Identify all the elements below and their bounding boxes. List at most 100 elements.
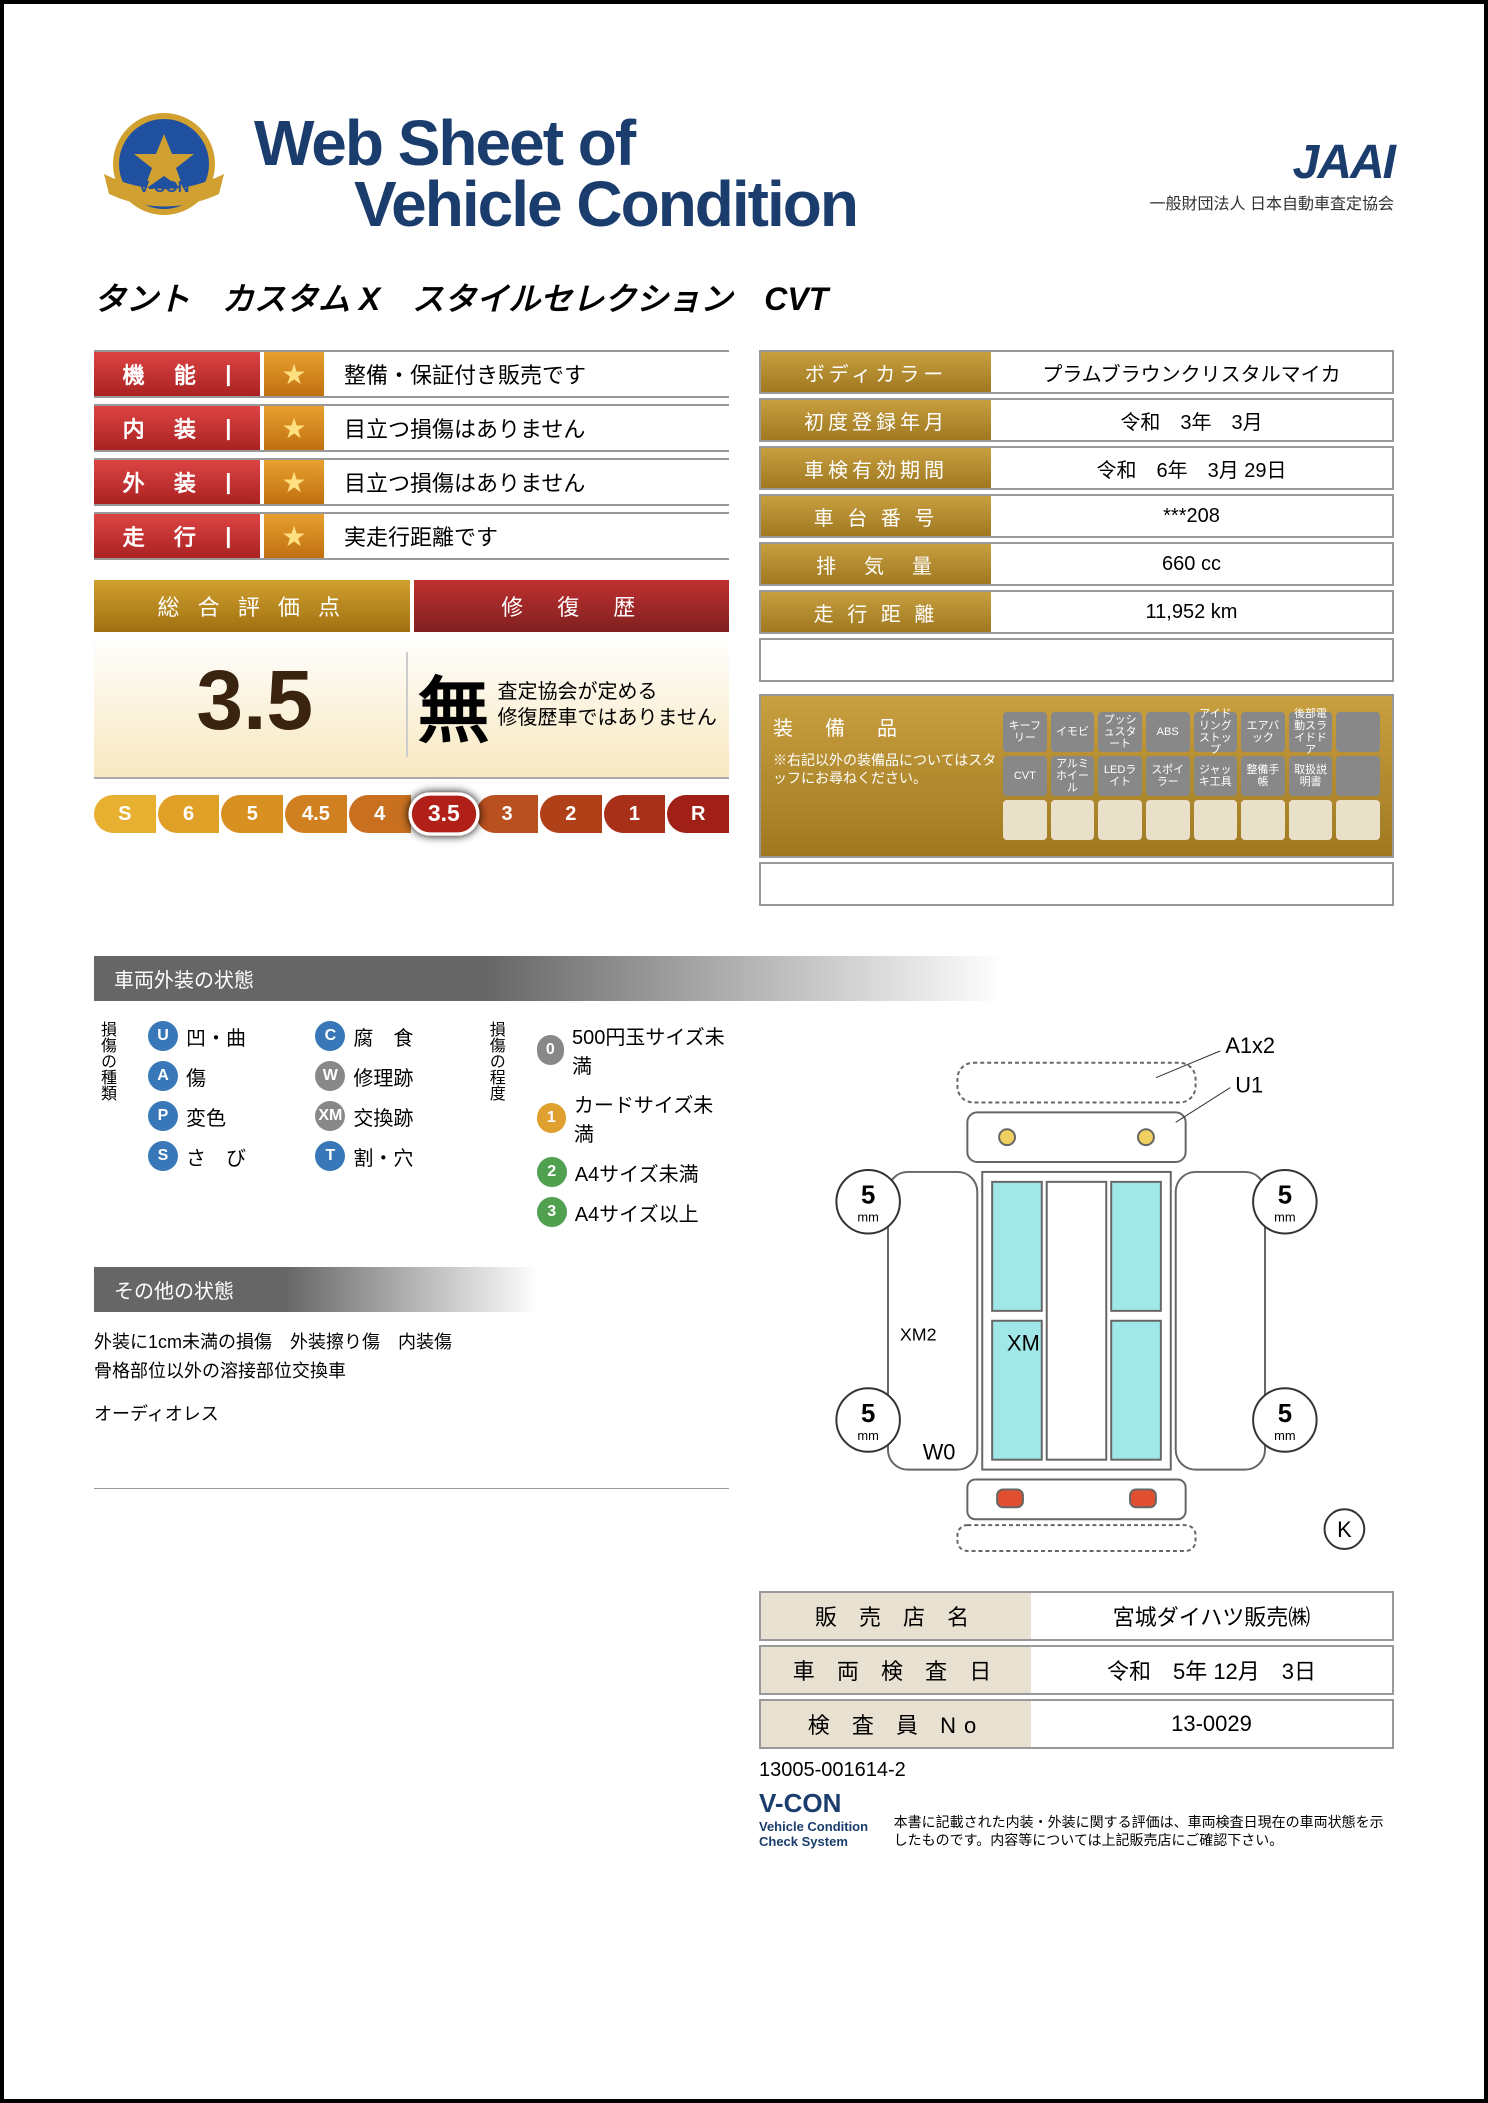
wheel-icon: 5 mm — [836, 1170, 900, 1234]
legend-text: A4サイズ未満 — [575, 1158, 699, 1187]
exterior-section-header: 車両外装の状態 — [94, 956, 1394, 1001]
equipment-chip: プッシュスタート — [1098, 712, 1142, 752]
wheel-icon: 5 mm — [1253, 1170, 1317, 1234]
footer-row: 車 両 検 査 日 令和 5年 12月 3日 — [759, 1645, 1394, 1695]
equipment-chip-blank — [1241, 800, 1285, 840]
rating-text: 目立つ損傷はありません — [324, 412, 729, 444]
equipment-chip-blank — [1336, 800, 1380, 840]
svg-text:5: 5 — [861, 1182, 875, 1210]
scale-bubble: 1 — [604, 795, 666, 833]
legend-badge: XM — [315, 1101, 345, 1131]
disclaimer: 本書に記載された内装・外装に関する評価は、車両検査日現在の車両状態を示したもので… — [894, 1813, 1394, 1849]
doc-id: 13005-001614-2 — [759, 1759, 1394, 1782]
equipment-chip-blank — [1194, 800, 1238, 840]
equipment-chip — [1336, 756, 1380, 796]
rating-label: 機能| — [94, 352, 264, 396]
page: V-CON Web Sheet of Vehicle Condition JAA… — [0, 0, 1488, 2103]
spec-label: 車検有効期間 — [761, 448, 991, 488]
legend-badge: 2 — [537, 1157, 567, 1187]
legend-item: S さ び — [148, 1141, 285, 1171]
footer-value: 13-0029 — [1031, 1701, 1392, 1747]
equipment-chip: スポイラー — [1146, 756, 1190, 796]
footer-value: 令和 5年 12月 3日 — [1031, 1647, 1392, 1693]
scale-bubble: 6 — [158, 795, 220, 833]
equipment-chip: 後部電動スライドドア — [1289, 712, 1333, 752]
legend-badge: T — [315, 1141, 345, 1171]
spec-label: 排 気 量 — [761, 544, 991, 584]
svg-text:XM: XM — [1007, 1331, 1040, 1356]
svg-text:5: 5 — [1278, 1182, 1292, 1210]
equipment-chip: 取扱説明書 — [1289, 756, 1333, 796]
footer-value: 宮城ダイハツ販売㈱ — [1031, 1593, 1392, 1639]
spec-row: 車検有効期間 令和 6年 3月 29日 — [759, 446, 1394, 490]
svg-text:5: 5 — [861, 1400, 875, 1428]
spec-value: ***208 — [991, 496, 1392, 536]
jaai-text: JAAI — [1150, 135, 1394, 190]
scale-bubble: 5 — [221, 795, 283, 833]
vehicle-name: タント カスタム X スタイルセレクション CVT — [94, 274, 1394, 320]
equipment-chip: アイドリングストップ — [1194, 712, 1238, 752]
legend-text: 凹・曲 — [186, 1022, 246, 1051]
svg-text:mm: mm — [857, 1428, 878, 1443]
rating-row: 走行| ★ 実走行距離です — [94, 512, 729, 560]
spec-label: 車 台 番 号 — [761, 496, 991, 536]
eval-header: 総 合 評 価 点 修 復 歴 — [94, 580, 729, 632]
title-block: Web Sheet of Vehicle Condition — [254, 113, 1130, 235]
star-icon: ★ — [264, 460, 324, 504]
footer-row: 販 売 店 名 宮城ダイハツ販売㈱ — [759, 1591, 1394, 1641]
rating-row: 内装| ★ 目立つ損傷はありません — [94, 404, 729, 452]
legend-text: 修理跡 — [353, 1062, 413, 1091]
scale-bubble: 4.5 — [285, 795, 347, 833]
equipment-chip-blank — [1051, 800, 1095, 840]
rating-label: 内装| — [94, 406, 264, 450]
repair-history: 無 査定協会が定める 修復歴車ではありません — [406, 652, 720, 757]
legend-badge: 0 — [537, 1035, 564, 1065]
vcon-mark: V-CON — [759, 1788, 874, 1819]
legend-degree-title: 損傷の程度 — [483, 1021, 507, 1237]
equipment-chip-blank — [1146, 800, 1190, 840]
legend-item: XM 交換跡 — [315, 1101, 452, 1131]
rating-row: 機能| ★ 整備・保証付き販売です — [94, 350, 729, 398]
legend-item: T 割・穴 — [315, 1141, 452, 1171]
legend-text: カードサイズ未満 — [574, 1089, 729, 1147]
history-text-2: 修復歴車ではありません — [498, 705, 717, 731]
footer-row: 検 査 員 No 13-0029 — [759, 1699, 1394, 1749]
other-text-1: 外装に1cm未満の損傷 外装擦り傷 内装傷 — [94, 1328, 729, 1357]
spec-row: 走 行 距 離 11,952 km — [759, 590, 1394, 634]
equipment-chip: キーフリー — [1003, 712, 1047, 752]
svg-text:A1x2: A1x2 — [1225, 1033, 1275, 1058]
spec-row: 初度登録年月 令和 3年 3月 — [759, 398, 1394, 442]
legend-badge: A — [148, 1061, 178, 1091]
vcon-badge: V-CON — [94, 104, 234, 244]
spec-row: 排 気 量 660 cc — [759, 542, 1394, 586]
scale-bubble: 3 — [476, 795, 538, 833]
legend-item: 0 500円玉サイズ未満 — [537, 1021, 729, 1079]
spec-label: ボディカラー — [761, 352, 991, 392]
legend-text: 腐 食 — [353, 1022, 413, 1051]
other-text-2: 骨格部位以外の溶接部位交換車 — [94, 1357, 729, 1386]
spec-value: 660 cc — [991, 544, 1392, 584]
eval-body: 3.5 無 査定協会が定める 修復歴車ではありません — [94, 632, 729, 779]
spec-value: 令和 6年 3月 29日 — [991, 448, 1392, 488]
eval-history-header: 修 復 歴 — [410, 580, 730, 632]
legend-item: 3 A4サイズ以上 — [537, 1197, 729, 1227]
legend-badge: 1 — [537, 1103, 566, 1133]
footer-label: 販 売 店 名 — [761, 1593, 1031, 1639]
legend-item: 1 カードサイズ未満 — [537, 1089, 729, 1147]
rating-text: 目立つ損傷はありません — [324, 466, 729, 498]
legend-badge: S — [148, 1141, 178, 1171]
legend-text: さ び — [186, 1142, 246, 1171]
svg-text:K: K — [1337, 1517, 1352, 1542]
equipment-title: 装 備 品 — [773, 712, 1003, 741]
legend-badge: 3 — [537, 1197, 567, 1227]
rating-row: 外装| ★ 目立つ損傷はありません — [94, 458, 729, 506]
other-text-3: オーディオレス — [94, 1400, 729, 1429]
equip-blank — [759, 862, 1394, 906]
legend-text: 変色 — [186, 1102, 226, 1131]
svg-text:W0: W0 — [923, 1440, 956, 1465]
spec-blank — [759, 638, 1394, 682]
other-section-header: その他の状態 — [94, 1267, 729, 1312]
wheel-icon: 5 mm — [836, 1388, 900, 1452]
star-icon: ★ — [264, 352, 324, 396]
equipment-grid: キーフリーイモビプッシュスタートABSアイドリングストップエアバック後部電動スラ… — [1003, 712, 1380, 840]
